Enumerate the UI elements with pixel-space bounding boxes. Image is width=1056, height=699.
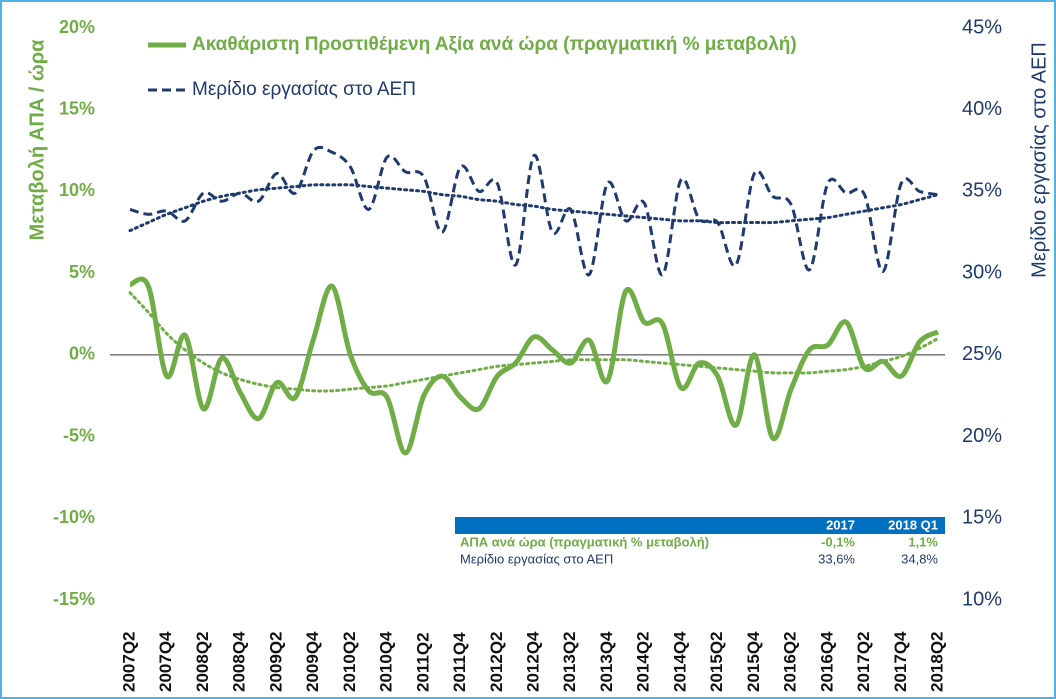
legend-label: Μερίδιο εργασίας στο ΑΕΠ xyxy=(192,79,416,100)
x-tick-label: 2010Q2 xyxy=(340,632,359,693)
y2-tick-label: 10% xyxy=(962,588,1002,610)
y2-axis-title: Μερίδιο εργασίας στο ΑΕΠ xyxy=(1028,42,1050,278)
y-tick-label: -5% xyxy=(63,425,95,445)
table-cell: 34,8% xyxy=(901,551,938,566)
x-tick-label: 2013Q4 xyxy=(597,631,616,692)
table-cell: 1,1% xyxy=(908,534,938,549)
x-tick-label: 2017Q2 xyxy=(854,632,873,693)
y-tick-label: 5% xyxy=(69,262,95,282)
table-cell: 33,6% xyxy=(818,551,855,566)
x-tick-label: 2014Q2 xyxy=(634,632,653,693)
x-tick-label: 2012Q2 xyxy=(487,632,506,693)
x-tick-label: 2014Q4 xyxy=(670,631,689,692)
y2-tick-label: 40% xyxy=(962,98,1002,120)
table-header-cell: 2017 xyxy=(826,517,855,532)
table-header-cell: 2018 Q1 xyxy=(888,517,938,532)
y-tick-label: 20% xyxy=(59,17,95,37)
table-cell: -0,1% xyxy=(821,534,855,549)
series-line xyxy=(129,145,939,277)
y2-tick-label: 35% xyxy=(962,180,1002,202)
trend-line xyxy=(128,183,940,233)
y2-tick-label: 15% xyxy=(962,507,1002,529)
x-tick-label: 2008Q4 xyxy=(230,631,249,692)
x-tick-label: 2015Q2 xyxy=(707,632,726,693)
table-cell: Μερίδιο εργασίας στο ΑΕΠ xyxy=(460,551,613,566)
y2-tick-label: 25% xyxy=(962,343,1002,365)
y-tick-label: -10% xyxy=(53,507,95,527)
y-tick-label: 0% xyxy=(69,344,95,364)
x-tick-label: 2009Q4 xyxy=(303,631,322,692)
x-tick-label: 2018Q2 xyxy=(927,632,946,693)
y2-tick-label: 20% xyxy=(962,425,1002,447)
legend-label: Ακαθάριστη Προστιθέμενη Αξία ανά ώρα (πρ… xyxy=(192,34,797,55)
y-axis-title: Μεταβολή ΑΠΑ / ώρα xyxy=(26,39,48,241)
x-tick-label: 2017Q4 xyxy=(891,631,910,692)
x-tick-label: 2007Q4 xyxy=(156,631,175,692)
x-tick-label: 2016Q2 xyxy=(781,632,800,693)
table-cell: ΑΠΑ ανά ώρα (πραγματική % μεταβολή) xyxy=(460,534,709,549)
y2-tick-label: 45% xyxy=(962,16,1002,38)
x-tick-label: 2015Q4 xyxy=(744,631,763,692)
x-tick-label: 2010Q4 xyxy=(377,631,396,692)
y-tick-label: 10% xyxy=(59,180,95,200)
x-tick-label: 2011Q2 xyxy=(413,632,432,692)
y2-tick-label: 30% xyxy=(962,261,1002,283)
x-tick-label: 2011Q4 xyxy=(450,632,469,692)
x-tick-label: 2007Q2 xyxy=(119,632,138,693)
y-tick-label: 15% xyxy=(59,98,95,118)
x-tick-label: 2012Q4 xyxy=(523,631,542,692)
x-tick-label: 2016Q4 xyxy=(817,631,836,692)
table-header xyxy=(455,517,945,534)
trend-line xyxy=(128,291,940,393)
series-line xyxy=(129,276,940,456)
x-tick-label: 2008Q2 xyxy=(193,632,212,693)
y-tick-label: -15% xyxy=(53,589,95,609)
x-tick-label: 2013Q2 xyxy=(560,632,579,693)
x-tick-label: 2009Q2 xyxy=(266,632,285,693)
